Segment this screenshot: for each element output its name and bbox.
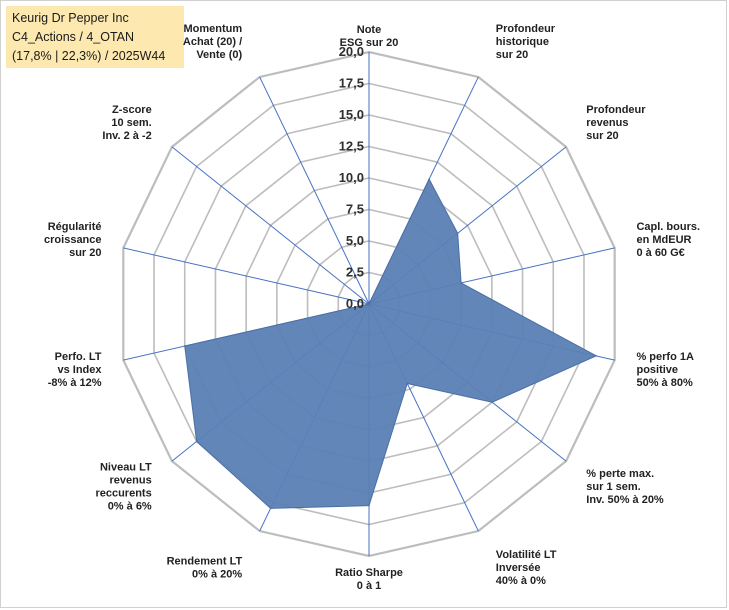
axis-label: Z-score 10 sem. Inv. 2 à -2 [102,104,151,142]
data-point [406,382,409,385]
axis-label: Momentum Achat (20) / Vente (0) [183,23,243,61]
tick-label: 20,0 [339,44,364,59]
axis-label: Rendement LT 0% à 20% [167,556,243,581]
axis-label-line: Inv. 2 à -2 [102,130,151,142]
tick-label: 0,0 [346,296,364,311]
axis-label-line: Z-score [112,104,152,116]
tick-label: 12,5 [339,139,364,154]
data-point [195,440,198,443]
company-name: Keurig Dr Pepper Inc [12,11,129,25]
axis-label-line: Inv. 50% à 20% [586,494,664,506]
data-point [368,303,370,305]
series-area [184,178,598,509]
data-point [460,282,462,284]
axis-label-line: % perfo 1A [636,351,694,363]
tick-label: 7,5 [346,202,364,217]
axis-label-line: reccurents [95,488,151,500]
axis-label-line: % perte max. [586,468,654,480]
axis-label-line: positive [636,364,678,376]
radar-tick-labels: 0,0 2,5 5,0 7,5 10,0 12,5 15,0 17,5 20,0 [339,44,364,311]
radar-series [183,178,598,510]
tick-label: 10,0 [339,170,364,185]
axis-label-line: Capl. bours. [636,221,700,233]
axis-label-line: -8% à 12% [48,377,102,389]
axis-label-line: croissance [44,234,101,246]
axis-label-line: Ratio Sharpe [335,567,403,579]
axis-label-line: 0 à 60 G€ [636,247,684,259]
axis-label-line: Profondeur [496,23,556,35]
axis-label-line: 10 sem. [111,117,151,129]
axis-label-line: Profondeur [586,104,646,116]
data-point [368,504,370,507]
data-point [456,232,459,235]
axis-label-line: Niveau LT [100,462,152,474]
axis-spoke [259,76,370,305]
axis-label: Perfo. LT vs Index -8% à 12% [48,351,103,389]
axis-label-line: sur 1 sem. [586,481,640,493]
axis-label-line: en MdEUR [636,234,691,246]
axis-label-line: historique [496,36,549,48]
axis-label: Capl. bours. en MdEUR 0 à 60 G€ [636,221,700,259]
axis-label: Note ESG sur 20 [340,24,399,49]
chart-title-box: Keurig Dr Pepper Inc C4_Actions / 4_OTAN… [6,6,184,68]
axis-label-line: Régularité [48,221,102,233]
performance-period: (17,8% | 22,3%) / 2025W44 [12,49,166,63]
tick-label: 17,5 [339,76,364,91]
axis-label-line: sur 20 [586,130,618,142]
axis-label-line: Momentum [184,23,243,35]
tick-label: 2,5 [346,265,364,280]
data-point [595,355,598,357]
axis-spoke [123,247,370,305]
axis-label: Volatilité LT Inversée 40% à 0% [496,549,557,587]
data-point [428,178,430,180]
data-point [183,345,186,347]
axis-label-line: revenus [110,475,152,487]
data-point [269,507,272,510]
tick-label: 15,0 [339,107,364,122]
axis-label: % perte max. sur 1 sem. Inv. 50% à 20% [586,468,664,506]
axis-label-line: Inversée [496,562,541,574]
axis-label-line: vs Index [57,364,102,376]
axis-label-line: Achat (20) / [183,36,242,48]
axis-label-line: ESG sur 20 [340,37,399,49]
axis-label-line: revenus [586,117,628,129]
axis-label-line: 50% à 80% [636,377,692,389]
axis-label-line: sur 20 [496,49,528,61]
portfolio-category: C4_Actions / 4_OTAN [12,30,135,44]
axis-label-line: 40% à 0% [496,575,546,587]
axis-label: Régularité croissance sur 20 [44,221,101,259]
axis-label: Niveau LT revenus reccurents 0% à 6% [95,462,152,513]
axis-label-line: 0 à 1 [357,580,381,592]
axis-label: Ratio Sharpe 0 à 1 [335,567,403,592]
axis-label-line: 0% à 6% [108,501,152,513]
axis-label-line: Volatilité LT [496,549,557,561]
axis-label-line: Rendement LT [167,556,243,568]
axis-label: Profondeur historique sur 20 [496,23,556,61]
axis-spoke [171,146,370,305]
axis-label-line: Vente (0) [196,49,242,61]
axis-label: Profondeur revenus sur 20 [586,104,646,142]
axis-label: % perfo 1A positive 50% à 80% [636,351,694,389]
axis-label-line: Note [357,24,381,36]
axis-label-line: 0% à 20% [192,569,242,581]
tick-label: 5,0 [346,233,364,248]
axis-label-line: sur 20 [69,247,101,259]
data-point [491,401,493,403]
axis-label-line: Perfo. LT [55,351,102,363]
